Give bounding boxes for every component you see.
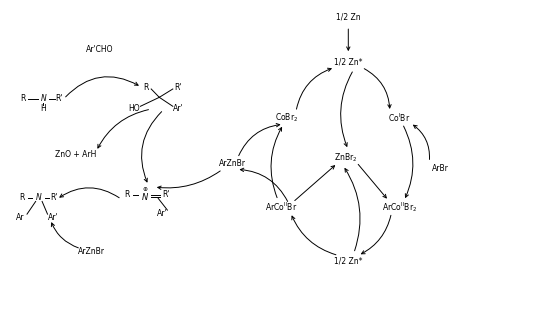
Text: R: R [124,190,130,199]
Text: ArBr: ArBr [432,164,449,173]
Text: Co$^\mathrm{I}$Br: Co$^\mathrm{I}$Br [388,111,411,124]
Text: ZnBr$_2$: ZnBr$_2$ [334,151,357,164]
Text: 1/2 Zn: 1/2 Zn [336,12,361,22]
Text: CoBr$_2$: CoBr$_2$ [274,111,298,124]
Text: ArCo$^\mathrm{II}$Br$_2$: ArCo$^\mathrm{II}$Br$_2$ [382,200,417,214]
Text: R': R' [174,83,182,92]
Text: H: H [40,104,46,113]
Text: R': R' [56,94,63,104]
Text: R: R [20,94,25,104]
Text: 1/2 Zn*: 1/2 Zn* [334,256,362,266]
Text: ArZnBr: ArZnBr [78,247,105,256]
Text: HO: HO [128,104,140,113]
Text: Ar': Ar' [48,213,58,222]
Text: ArZnBr: ArZnBr [219,159,246,168]
Text: R': R' [163,190,170,199]
Text: N: N [40,94,46,104]
Text: Ar': Ar' [173,104,184,113]
Text: $\overset{\oplus}{N}$: $\overset{\oplus}{N}$ [141,186,148,203]
Text: ZnO + ArH: ZnO + ArH [55,150,96,159]
Text: R: R [19,193,24,202]
Text: R: R [143,83,148,92]
Text: 1/2 Zn*: 1/2 Zn* [334,57,362,66]
Text: ArCo$^\mathrm{II}$Br: ArCo$^\mathrm{II}$Br [265,201,297,213]
Text: N: N [36,193,42,202]
Text: Ar'CHO: Ar'CHO [86,45,113,54]
Text: R': R' [50,193,58,202]
Text: Ar': Ar' [157,209,167,218]
Text: Ar: Ar [16,213,25,222]
